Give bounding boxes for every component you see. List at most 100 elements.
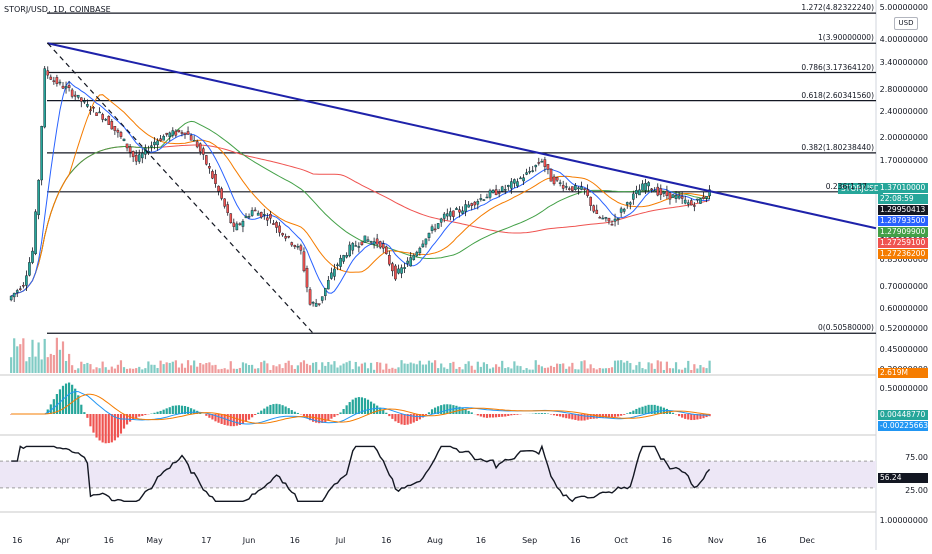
macd-hist-27 (92, 414, 94, 433)
volume-bar-214 (663, 370, 665, 373)
fib-label-1: 1(3.90000000) (760, 33, 874, 42)
candle-body-67 (214, 174, 216, 183)
volume-bar-40 (132, 369, 134, 373)
volume-bar-215 (666, 362, 668, 373)
candle-body-141 (440, 219, 442, 222)
volume-bar-83 (263, 361, 265, 373)
volume-bar-213 (660, 361, 662, 373)
candle-body-139 (434, 229, 436, 230)
volume-bar-71 (227, 369, 229, 373)
macd-hist-89 (282, 405, 284, 414)
macd-hist-79 (251, 414, 253, 417)
macd-hist-86 (272, 404, 274, 414)
volume-bar-210 (651, 363, 653, 373)
macd-hist-93 (294, 412, 296, 414)
macd-hist-105 (330, 414, 332, 419)
candle-body-129 (404, 267, 406, 268)
macd-hist-111 (349, 402, 351, 414)
volume-bar-173 (538, 365, 540, 373)
macd-line (11, 392, 709, 425)
volume-bar-209 (648, 362, 650, 373)
volume-bar-98 (309, 365, 311, 373)
volume-bar-75 (239, 368, 241, 373)
macd-hist-221 (684, 414, 686, 419)
volume-bar-53 (172, 362, 174, 373)
macd-hist-29 (99, 414, 101, 440)
volume-bar-194 (602, 369, 604, 373)
macd-hist-129 (404, 414, 406, 425)
volume-bar-52 (169, 363, 171, 373)
price-badge-4: 1.27909900 (878, 227, 928, 237)
candle-body-51 (166, 133, 168, 134)
volume-bar-127 (397, 367, 399, 373)
macd-hist-118 (370, 402, 372, 414)
volume-bar-140 (437, 368, 439, 373)
candle-body-172 (535, 165, 537, 167)
volume-bar-185 (574, 369, 576, 373)
candle-body-6 (28, 262, 30, 275)
fib-label-6: 0(0.50580000) (760, 323, 874, 332)
candle-body-171 (532, 171, 534, 172)
macd-hist-212 (657, 406, 659, 414)
macd-hist-148 (461, 408, 463, 414)
candle-body-162 (504, 189, 506, 190)
candle-body-49 (160, 139, 162, 141)
volume-bar-63 (202, 364, 204, 373)
candle-body-112 (352, 243, 354, 250)
volume-bar-129 (404, 363, 406, 373)
candle-body-82 (260, 212, 262, 217)
macd-hist-26 (89, 414, 91, 426)
candle-body-113 (355, 245, 357, 246)
volume-bar-85 (269, 370, 271, 373)
candle-body-18 (65, 86, 67, 88)
candle-body-155 (483, 200, 485, 201)
macd-hist-154 (480, 414, 482, 417)
candle-body-25 (86, 104, 88, 106)
candle-body-103 (324, 288, 326, 296)
volume-bar-191 (593, 368, 595, 373)
candle-body-4 (22, 285, 24, 286)
candle-body-81 (257, 213, 259, 215)
candle-body-163 (507, 185, 509, 186)
volume-bar-7 (31, 340, 33, 373)
candle-body-88 (278, 226, 280, 233)
volume-bar-74 (236, 369, 238, 373)
volume-bar-145 (452, 362, 454, 373)
candle-body-101 (318, 304, 320, 305)
macd-hist-160 (498, 414, 500, 417)
candle-body-17 (62, 86, 64, 88)
volume-bar-189 (587, 368, 589, 373)
macd-hist-123 (385, 413, 387, 414)
candle-body-116 (364, 236, 366, 243)
volume-bar-59 (190, 365, 192, 373)
fib-label-5: 0.236(1.37... (816, 182, 874, 191)
macd-hist-51 (166, 408, 168, 414)
volume-bar-104 (327, 362, 329, 373)
macd-hist-155 (483, 414, 485, 417)
candle-body-164 (510, 182, 512, 189)
currency-button[interactable]: USD (894, 17, 918, 30)
candle-body-26 (89, 110, 91, 111)
candle-body-68 (217, 186, 219, 191)
volume-bar-101 (318, 370, 320, 373)
candle-body-109 (343, 255, 345, 261)
volume-bar-27 (92, 369, 94, 373)
candle-body-79 (251, 210, 253, 215)
candle-body-72 (230, 214, 232, 223)
volume-bar-43 (141, 369, 143, 373)
macd-hist-34 (114, 414, 116, 440)
macd-hist-157 (489, 414, 491, 418)
volume-bar-229 (709, 361, 711, 373)
macd-hist-28 (95, 414, 97, 438)
candle-body-78 (248, 216, 250, 217)
macd-axis-label: 0.50000000 (880, 384, 928, 393)
candle-body-111 (349, 245, 351, 256)
time-axis-label-4: 17 (201, 536, 211, 545)
volume-bar-108 (339, 365, 341, 373)
volume-bar-67 (214, 365, 216, 373)
volume-bar-49 (160, 361, 162, 373)
candle-body-99 (312, 302, 314, 303)
price-badge-6: 1.27236200 (878, 249, 928, 259)
